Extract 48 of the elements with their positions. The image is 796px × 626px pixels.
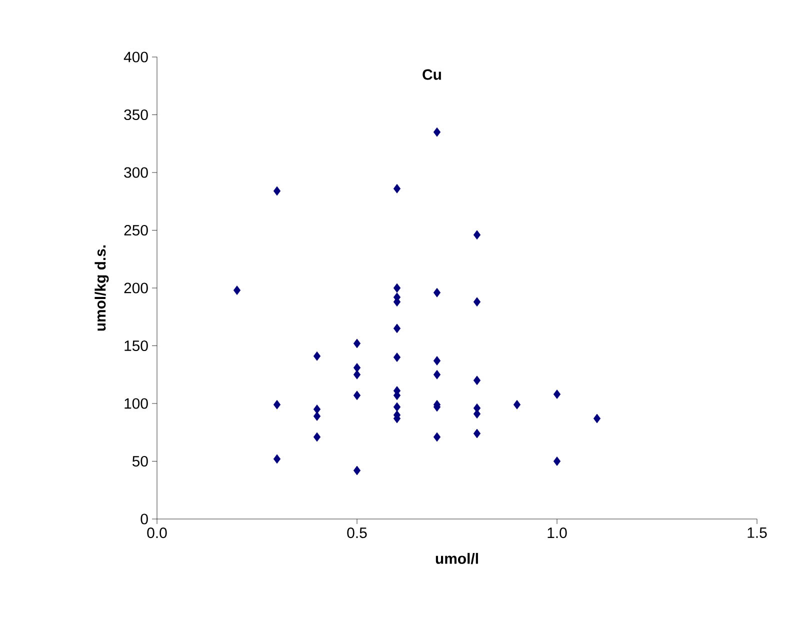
point	[433, 432, 441, 442]
x-tick-label: 0.0	[147, 528, 167, 538]
point	[353, 466, 361, 476]
point	[233, 286, 241, 296]
y-tick-label: 250	[124, 224, 148, 236]
point	[353, 390, 361, 400]
point	[273, 186, 281, 196]
y-tick-label: 400	[124, 52, 148, 62]
point	[313, 432, 321, 442]
point	[433, 356, 441, 366]
point	[553, 390, 561, 399]
point	[393, 402, 401, 412]
point	[593, 414, 601, 424]
point	[553, 456, 561, 466]
y-tick-label: 0	[140, 514, 148, 524]
point	[353, 370, 361, 380]
point	[313, 404, 321, 414]
point	[313, 351, 321, 361]
point	[433, 288, 441, 298]
point	[473, 428, 481, 438]
x-tick-label: 1.0	[548, 528, 567, 538]
point	[353, 362, 361, 372]
point	[473, 297, 481, 307]
point	[273, 454, 281, 464]
point	[393, 283, 401, 293]
point	[473, 409, 481, 419]
y-tick-label: 300	[124, 167, 148, 178]
y-tick-label: 50	[132, 456, 148, 467]
point	[273, 400, 281, 410]
x-tick-label: 0.5	[347, 528, 367, 538]
y-tick-label: 100	[124, 398, 148, 409]
x-axis-title: umol/l	[436, 552, 478, 564]
text: Cu	[422, 69, 441, 80]
y-tick-label: 150	[124, 340, 148, 352]
point	[393, 324, 401, 334]
point	[353, 338, 361, 348]
point	[393, 184, 401, 194]
point	[513, 400, 521, 410]
point	[473, 230, 481, 240]
x-tick-label: 1.5	[748, 528, 767, 538]
point	[473, 376, 481, 386]
point	[393, 352, 401, 362]
y-axis-title: umol/kg d.s.	[94, 245, 109, 331]
y-tick-label: 200	[124, 282, 148, 294]
point	[433, 127, 441, 137]
point	[433, 370, 441, 380]
point	[313, 412, 321, 421]
y-tick-label: 350	[124, 109, 148, 120]
